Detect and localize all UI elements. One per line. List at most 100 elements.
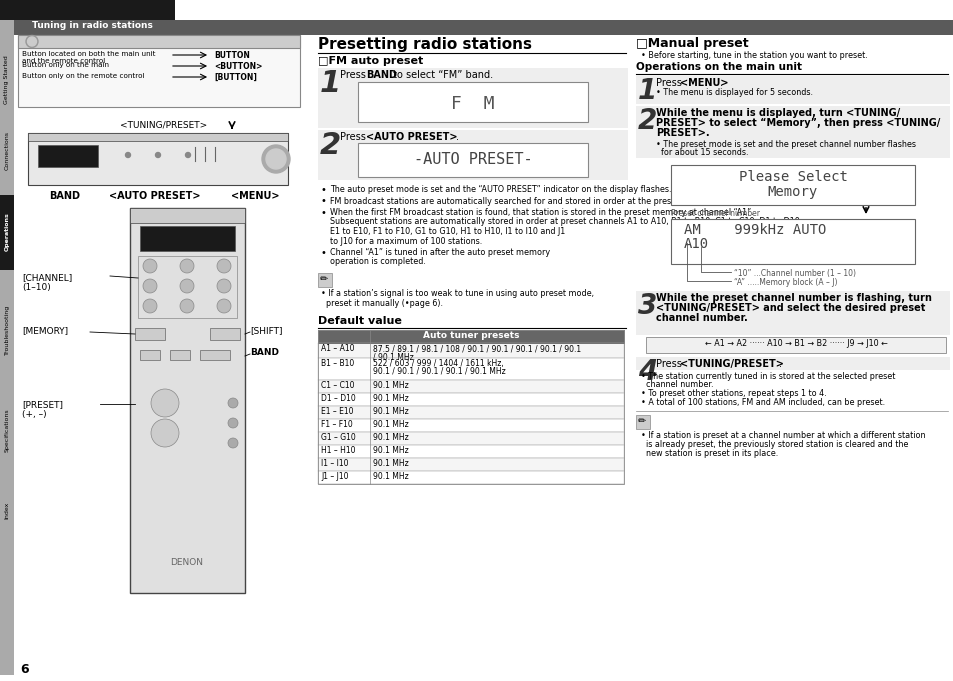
Text: .: .: [779, 359, 781, 369]
Bar: [636, 106, 949, 158]
Text: D1 – D10: D1 – D10: [320, 394, 355, 403]
Text: new station is preset in its place.: new station is preset in its place.: [640, 449, 778, 458]
Text: •: •: [320, 185, 327, 195]
Text: Operations on the main unit: Operations on the main unit: [636, 62, 801, 72]
Text: Press: Press: [339, 132, 369, 142]
Bar: [317, 330, 623, 484]
Text: Preset channel number: Preset channel number: [670, 209, 760, 218]
Circle shape: [143, 279, 157, 293]
Text: [SHIFT]: [SHIFT]: [250, 326, 282, 335]
Text: PRESET>.: PRESET>.: [656, 128, 709, 138]
Text: 90.1 MHz: 90.1 MHz: [373, 394, 408, 403]
Text: “A” .....Memory block (A – J): “A” .....Memory block (A – J): [733, 278, 837, 287]
Text: Default value: Default value: [317, 316, 401, 326]
Bar: [0, 195, 14, 270]
Bar: [140, 350, 160, 360]
Text: When the first FM broadcast station is found, that station is stored in the pres: When the first FM broadcast station is f…: [330, 208, 753, 217]
Bar: [18, 35, 299, 107]
Bar: [636, 415, 649, 429]
Text: 90.1 MHz: 90.1 MHz: [373, 446, 408, 455]
Text: Press: Press: [656, 78, 684, 88]
Bar: [210, 328, 240, 340]
Text: -AUTO PRESET-: -AUTO PRESET-: [414, 152, 532, 167]
Bar: [317, 343, 623, 358]
Text: ✏: ✏: [319, 274, 328, 284]
Text: (+, –): (+, –): [22, 410, 47, 419]
Text: <TUNING/PRESET> and select the desired preset: <TUNING/PRESET> and select the desired p…: [656, 303, 924, 313]
Text: A1 – A10: A1 – A10: [320, 344, 355, 353]
Text: Tuning in radio stations: Tuning in radio stations: [32, 22, 152, 31]
Text: BAND: BAND: [366, 70, 396, 80]
Text: <AUTO PRESET>: <AUTO PRESET>: [110, 191, 200, 201]
Text: Press: Press: [656, 359, 684, 369]
Text: [PRESET]: [PRESET]: [22, 400, 63, 409]
Bar: [140, 226, 234, 251]
Text: G1 – G10: G1 – G10: [320, 433, 355, 442]
Text: F1 – F10: F1 – F10: [320, 420, 353, 429]
Text: Specifications: Specifications: [5, 408, 10, 452]
Text: 90.1 MHz: 90.1 MHz: [373, 433, 408, 442]
Text: 90.1 MHz: 90.1 MHz: [373, 420, 408, 429]
Text: 1: 1: [638, 77, 657, 105]
Text: Button located on both the main unit
and the remote control: Button located on both the main unit and…: [22, 51, 155, 64]
Bar: [670, 165, 914, 205]
Text: <TUNING/PRESET>: <TUNING/PRESET>: [120, 120, 207, 129]
Bar: [645, 337, 945, 353]
Text: for about 15 seconds.: for about 15 seconds.: [656, 148, 748, 157]
Bar: [317, 330, 623, 343]
Text: AM    999kHz AUTO: AM 999kHz AUTO: [683, 223, 825, 237]
Circle shape: [262, 145, 290, 173]
Text: channel number.: channel number.: [640, 380, 713, 389]
Text: BAND: BAND: [50, 191, 80, 201]
Circle shape: [155, 153, 160, 157]
Text: B1 – B10: B1 – B10: [320, 359, 354, 368]
Circle shape: [216, 279, 231, 293]
Text: Troubleshooting: Troubleshooting: [5, 305, 10, 355]
Text: 6: 6: [20, 663, 29, 676]
Text: 1: 1: [319, 69, 341, 98]
Text: • The station currently tuned in is stored at the selected preset: • The station currently tuned in is stor…: [640, 372, 895, 381]
Circle shape: [26, 35, 38, 48]
Circle shape: [151, 419, 179, 447]
Circle shape: [216, 299, 231, 313]
Text: Memory: Memory: [767, 185, 818, 199]
Text: ← A1 → A2 ······ A10 → B1 → B2 ······ J9 → J10 ←: ← A1 → A2 ······ A10 → B1 → B2 ······ J9…: [704, 339, 886, 348]
Text: <MENU>: <MENU>: [231, 191, 279, 201]
Text: 90.1 MHz: 90.1 MHz: [373, 459, 408, 468]
Text: DENON: DENON: [171, 558, 203, 567]
Text: A10: A10: [683, 237, 708, 251]
Circle shape: [28, 37, 36, 46]
Text: ✏: ✏: [638, 416, 645, 426]
Bar: [14, 20, 953, 35]
Text: • The preset mode is set and the preset channel number flashes: • The preset mode is set and the preset …: [656, 140, 915, 149]
Text: Index: Index: [5, 501, 10, 519]
Text: “10” ...Channel number (1 – 10): “10” ...Channel number (1 – 10): [733, 269, 855, 278]
Bar: [28, 133, 288, 185]
Text: H1 – H10: H1 – H10: [320, 446, 355, 455]
Bar: [636, 357, 949, 370]
Circle shape: [180, 299, 193, 313]
Text: 90.1 / 90.1 / 90.1 / 90.1 / 90.1 MHz: 90.1 / 90.1 / 90.1 / 90.1 / 90.1 MHz: [373, 367, 505, 376]
Circle shape: [151, 389, 179, 417]
Bar: [317, 393, 623, 406]
Text: Channel “A1” is tuned in after the auto preset memory: Channel “A1” is tuned in after the auto …: [330, 248, 550, 257]
Text: □FM auto preset: □FM auto preset: [317, 56, 423, 66]
Text: While the preset channel number is flashing, turn: While the preset channel number is flash…: [656, 293, 931, 303]
Text: [BUTTON]: [BUTTON]: [213, 73, 256, 82]
Text: •: •: [320, 248, 327, 258]
Text: <AUTO PRESET>: <AUTO PRESET>: [366, 132, 457, 142]
Text: Getting Started: Getting Started: [5, 56, 10, 104]
Text: 4: 4: [638, 358, 657, 386]
Text: +: +: [160, 398, 170, 408]
Text: to J10 for a maximum of 100 stations.: to J10 for a maximum of 100 stations.: [330, 236, 482, 245]
Bar: [317, 130, 627, 180]
Bar: [317, 273, 332, 287]
Text: Auto tuner presets: Auto tuner presets: [422, 331, 518, 340]
Text: Presetting radio stations: Presetting radio stations: [317, 37, 532, 52]
Bar: [357, 143, 587, 177]
Circle shape: [126, 153, 131, 157]
Text: Connections: Connections: [5, 131, 10, 170]
Text: BAND: BAND: [250, 348, 278, 357]
Bar: [357, 82, 587, 122]
Text: 90.1 MHz: 90.1 MHz: [373, 407, 408, 416]
